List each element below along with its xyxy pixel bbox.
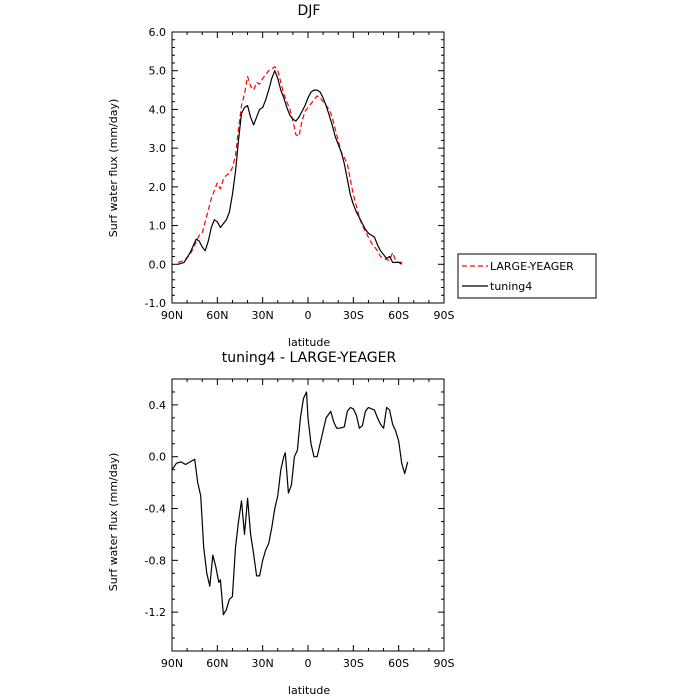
- difference-chart-title: tuning4 - LARGE-YEAGER: [222, 350, 397, 366]
- djf-y-tick-label: -1.0: [145, 297, 166, 310]
- difference-x-tick-label: 90N: [161, 657, 183, 670]
- djf-y-tick-label: 4.0: [149, 103, 167, 116]
- djf-legend: LARGE-YEAGER tuning4: [457, 253, 597, 299]
- djf-y-tick-label: 1.0: [149, 220, 167, 233]
- djf-y-axis-label: Surf water flux (mm/day): [107, 99, 120, 238]
- djf-series-group: [177, 66, 406, 265]
- djf-x-tick-label: 90S: [434, 309, 455, 322]
- djf-x-tick-label: 30N: [252, 309, 274, 322]
- difference-axis-ticks: 90N 60N 30N 0 30S 60S 90S -1.2 -0.8 -0.4 0.0 0.4: [145, 378, 455, 670]
- djf-x-tick-label: 60S: [388, 309, 409, 322]
- difference-x-tick-label: 90S: [434, 657, 455, 670]
- difference-y-tick-label: 0.4: [149, 399, 167, 412]
- djf-y-tick-label: 5.0: [149, 65, 167, 78]
- djf-y-tick-label: 2.0: [149, 181, 167, 194]
- legend-box: [457, 253, 597, 299]
- difference-x-tick-label: 60S: [388, 657, 409, 670]
- djf-chart: DJF latitude Surf water flux (mm/day) 90…: [107, 3, 455, 349]
- difference-y-tick-label: -0.8: [145, 554, 166, 567]
- djf-y-tick-label: 0.0: [149, 258, 167, 271]
- difference-x-tick-label: 30N: [252, 657, 274, 670]
- djf-x-axis-label: latitude: [288, 336, 330, 349]
- difference-x-tick-label: 0: [305, 657, 312, 670]
- djf-x-tick-label: 30S: [343, 309, 364, 322]
- difference-series-line-tuning4-large-yeager: [171, 391, 409, 616]
- djf-x-tick-label: 0: [305, 309, 312, 322]
- difference-y-tick-label: -1.2: [145, 606, 166, 619]
- djf-x-tick-label: 60N: [206, 309, 228, 322]
- djf-y-tick-label: 3.0: [149, 142, 167, 155]
- djf-y-tick-label: 6.0: [149, 26, 167, 39]
- djf-series-line-large-yeager: [177, 66, 406, 265]
- difference-y-tick-label: -0.4: [145, 503, 166, 516]
- difference-plot-frame: [171, 378, 445, 652]
- djf-chart-title: DJF: [298, 3, 321, 19]
- difference-chart: tuning4 - LARGE-YEAGER latitude Surf wat…: [107, 350, 455, 697]
- difference-x-tick-label: 30S: [343, 657, 364, 670]
- difference-series-group: [171, 391, 409, 616]
- difference-y-axis-label: Surf water flux (mm/day): [107, 453, 120, 592]
- difference-y-tick-label: 0.0: [149, 451, 167, 464]
- djf-axis-ticks: 90N 60N 30N 0 30S 60S 90S -1.0 0.0 1.0 2.0 3.0 4.0 5.…: [145, 26, 455, 322]
- djf-x-tick-label: 90N: [161, 309, 183, 322]
- difference-x-axis-label: latitude: [288, 684, 330, 697]
- difference-x-tick-label: 60N: [206, 657, 228, 670]
- legend-label-large-yeager: LARGE-YEAGER: [490, 260, 574, 273]
- djf-plot-frame: [171, 31, 445, 304]
- legend-label-tuning4: tuning4: [490, 280, 532, 293]
- djf-series-line-tuning4: [177, 70, 403, 265]
